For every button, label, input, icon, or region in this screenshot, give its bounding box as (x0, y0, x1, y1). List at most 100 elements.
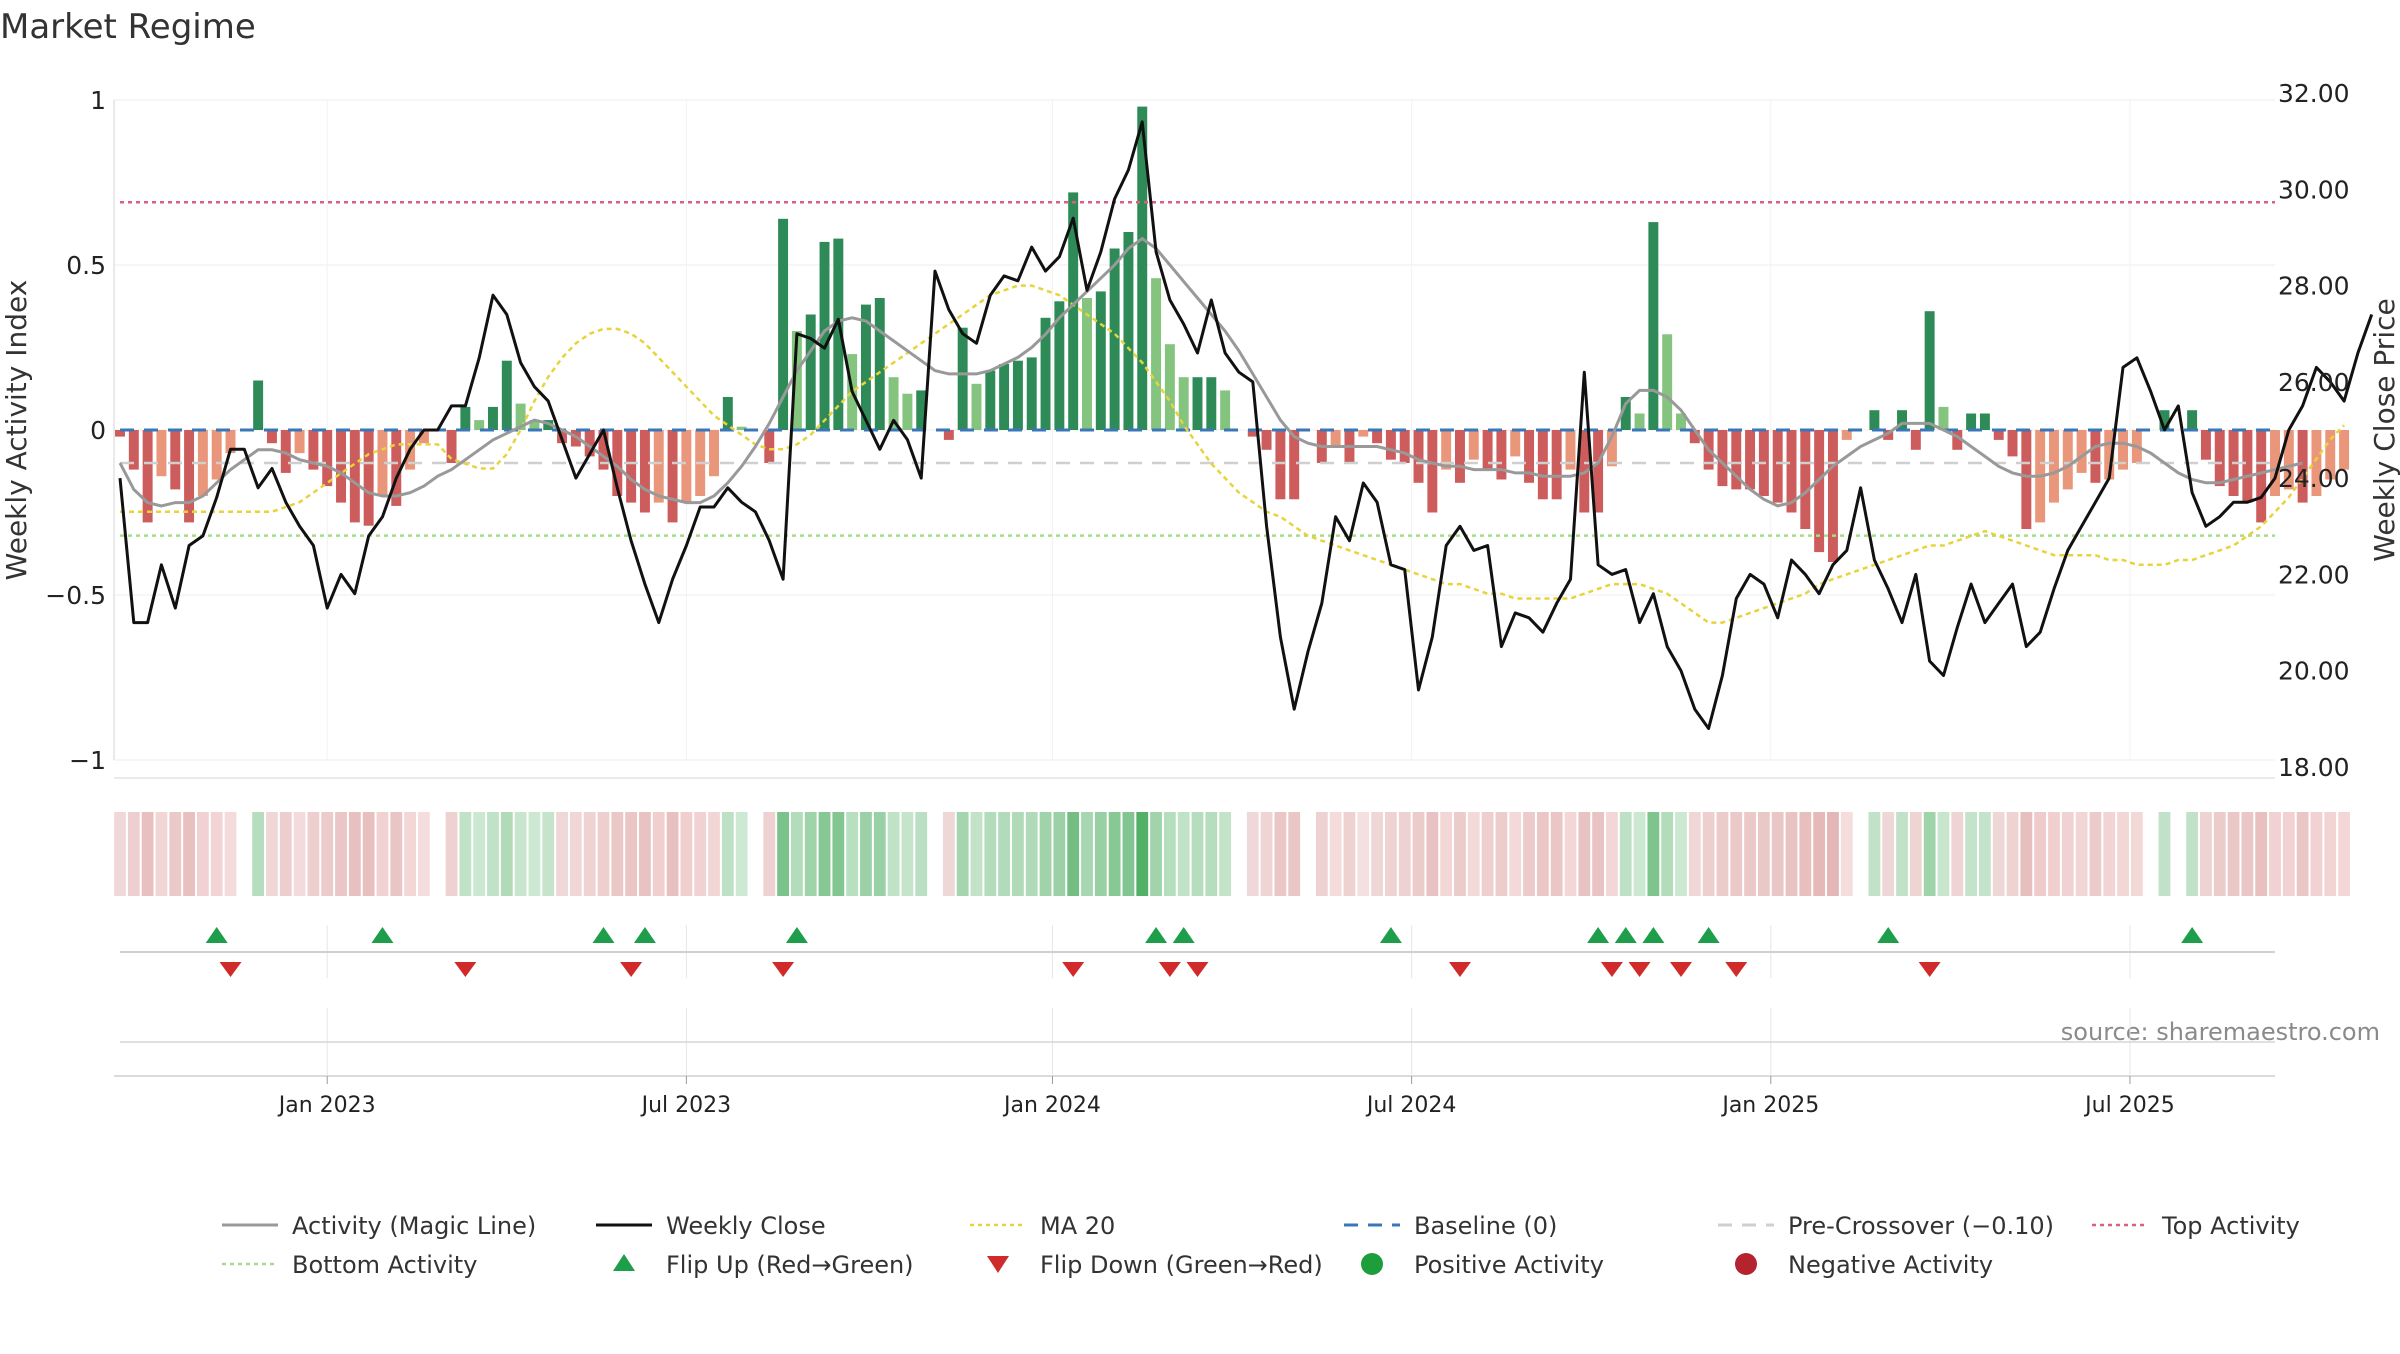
series-lines (118, 120, 2374, 730)
activity-bar (1897, 410, 1907, 430)
activity-bar (1427, 430, 1438, 513)
regime-cell (1150, 812, 1162, 896)
activity-bar (1772, 430, 1783, 503)
regime-cell (1688, 812, 1701, 896)
legend-item: Flip Down (Green→Red) (987, 1251, 1323, 1279)
regime-cell (708, 812, 720, 896)
flip-down-marker (1600, 962, 1623, 977)
legend-swatch (1361, 1253, 1383, 1275)
activity-bar (446, 430, 457, 463)
regime-cell (1536, 812, 1549, 896)
regime-cell (2310, 812, 2323, 896)
y-tick-right: 24.00 (2278, 464, 2350, 493)
regime-cell (1771, 812, 1784, 896)
regime-cell (2200, 812, 2212, 896)
activity-bar (805, 314, 816, 430)
regime-cell (127, 812, 140, 896)
legend-label: Flip Up (Red→Green) (666, 1251, 914, 1279)
x-tick-label: Jul 2024 (1365, 1093, 1457, 1118)
activity-bar (764, 430, 775, 463)
legend-item: Activity (Magic Line) (222, 1212, 536, 1240)
activity-bar (115, 430, 125, 437)
activity-bar (294, 430, 305, 454)
regime-cell (818, 812, 831, 896)
regime-cell (321, 812, 334, 896)
regime-cell (1730, 812, 1743, 896)
regime-cell (1827, 812, 1839, 896)
regime-cell (998, 812, 1011, 896)
activity-bar (2104, 430, 2115, 480)
activity-bar (1123, 232, 1134, 430)
y-tick-right: 30.00 (2278, 175, 2350, 204)
regime-cell (597, 812, 610, 896)
regime-cell (1288, 812, 1301, 896)
activity-bar (266, 430, 277, 444)
activity-bar (1468, 430, 1479, 460)
activity-bar (1082, 298, 1092, 430)
regime-cell (1675, 812, 1687, 896)
regime-cell (114, 812, 126, 896)
magic-line (118, 236, 2303, 508)
activity-bar (474, 420, 485, 430)
regime-cell (1094, 812, 1107, 896)
activity-bar (1358, 430, 1369, 437)
activity-bar (999, 364, 1010, 430)
activity-bar (336, 430, 346, 503)
flip-up-marker (633, 927, 656, 943)
flip-down-marker (1062, 962, 1085, 977)
activity-bar (1620, 397, 1631, 430)
regime-cell (984, 812, 997, 896)
regime-cell (1882, 812, 1895, 896)
legend-label: Bottom Activity (292, 1251, 477, 1279)
regime-cell (2282, 812, 2295, 896)
regime-cell (1440, 812, 1453, 896)
regime-cell (1606, 812, 1618, 896)
activity-bar (653, 430, 664, 503)
flip-down-marker (772, 962, 795, 977)
grid-layer (114, 99, 2275, 1075)
y-tick-right: 32.00 (2278, 79, 2350, 108)
regime-cell (2158, 812, 2171, 896)
regime-cell (915, 812, 928, 896)
activity-bar (943, 430, 954, 440)
activity-bar (1524, 430, 1535, 483)
activity-bar (1814, 430, 1825, 553)
activity-bar (1137, 106, 1148, 430)
activity-bar (1827, 430, 1838, 562)
flip-up-marker (592, 927, 615, 943)
regime-cell (721, 812, 734, 896)
activity-bar (142, 430, 153, 523)
activity-bar (1192, 377, 1203, 430)
regime-cell (970, 812, 983, 896)
activity-bar (1537, 430, 1548, 500)
activity-bar (791, 331, 802, 430)
regime-cell (832, 812, 845, 896)
activity-bar (2339, 430, 2350, 470)
weekly-close-line (118, 120, 2374, 730)
activity-bar (736, 426, 747, 430)
regime-cell (2006, 812, 2019, 896)
legend-swatch (1735, 1253, 1757, 1275)
regime-cell (680, 812, 693, 896)
regime-cell (1564, 812, 1577, 896)
activity-bar (1289, 430, 1300, 500)
regime-cell (2338, 812, 2350, 896)
legend-label: Pre-Crossover (−0.10) (1788, 1212, 2054, 1240)
activity-bar (1648, 222, 1659, 430)
x-tick-label: Jan 2025 (1720, 1093, 1819, 1118)
activity-bar (971, 383, 982, 430)
regime-cell (307, 812, 320, 896)
legend-swatch (613, 1254, 635, 1271)
regime-cell (1260, 812, 1273, 896)
y-tick-left: −0.5 (45, 581, 106, 610)
regime-cell (777, 812, 789, 896)
regime-cell (1039, 812, 1052, 896)
regime-cell (1454, 812, 1466, 896)
legend-label: Top Activity (2161, 1212, 2300, 1240)
activity-bar (1979, 413, 1990, 430)
regime-cell (293, 812, 306, 896)
regime-cell (1702, 812, 1715, 896)
legend-label: Baseline (0) (1414, 1212, 1557, 1240)
regime-cell (404, 812, 417, 896)
regime-cell (942, 812, 955, 896)
